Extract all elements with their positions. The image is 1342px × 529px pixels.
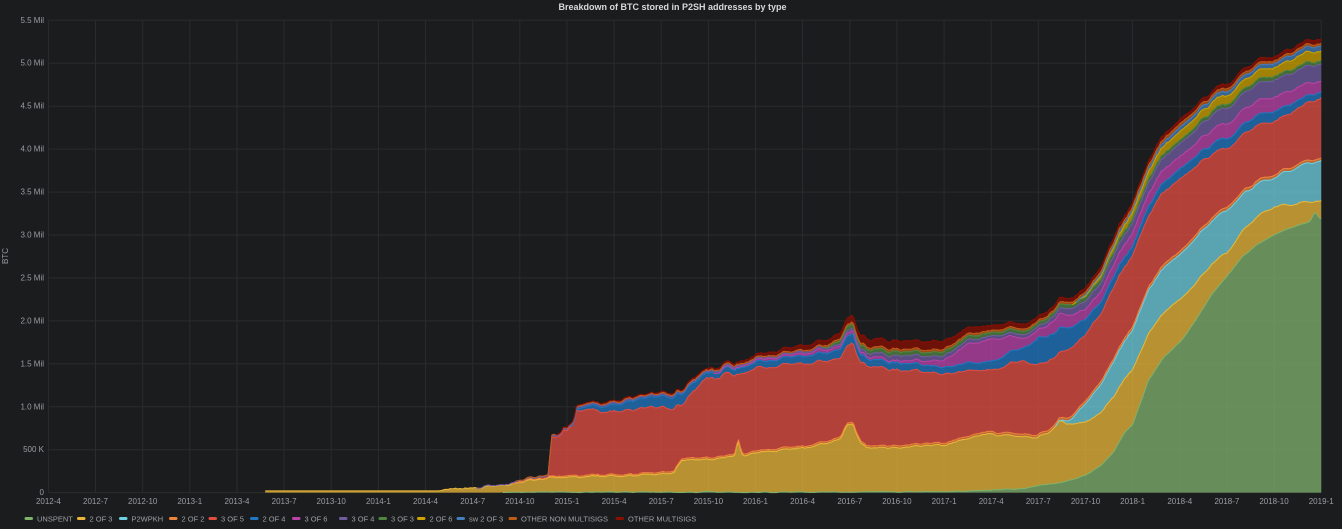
svg-text:3 OF 6: 3 OF 6 — [305, 515, 328, 524]
svg-text:5.5 Mil: 5.5 Mil — [20, 16, 44, 25]
svg-text:3 OF 5: 3 OF 5 — [221, 515, 244, 524]
svg-text:2012-7: 2012-7 — [83, 497, 108, 506]
svg-text:2017-7: 2017-7 — [1026, 497, 1051, 506]
svg-text:2016-7: 2016-7 — [837, 497, 862, 506]
svg-text:2 OF 6: 2 OF 6 — [430, 515, 453, 524]
svg-text:BTC: BTC — [1, 248, 10, 264]
svg-text:2014-7: 2014-7 — [460, 497, 485, 506]
svg-text:2014-4: 2014-4 — [413, 497, 438, 506]
svg-text:2016-4: 2016-4 — [790, 497, 815, 506]
svg-text:OTHER NON MULTISIGS: OTHER NON MULTISIGS — [521, 515, 608, 524]
svg-text:2013-10: 2013-10 — [317, 497, 347, 506]
svg-text:2017-4: 2017-4 — [979, 497, 1004, 506]
svg-text:2013-7: 2013-7 — [272, 497, 297, 506]
svg-text:4.5 Mil: 4.5 Mil — [20, 102, 44, 111]
svg-text:2019-1: 2019-1 — [1309, 497, 1334, 506]
svg-text:2013-4: 2013-4 — [225, 497, 250, 506]
svg-text:2018-1: 2018-1 — [1120, 497, 1145, 506]
svg-text:2 OF 3: 2 OF 3 — [90, 515, 113, 524]
svg-text:2.5 Mil: 2.5 Mil — [20, 273, 44, 282]
svg-text:2013-1: 2013-1 — [177, 497, 202, 506]
svg-text:UNSPENT: UNSPENT — [37, 515, 73, 524]
svg-text:2018-4: 2018-4 — [1167, 497, 1192, 506]
svg-text:3.0 Mil: 3.0 Mil — [20, 231, 44, 240]
svg-text:2015-10: 2015-10 — [694, 497, 724, 506]
svg-text:5.0 Mil: 5.0 Mil — [20, 59, 44, 68]
svg-text:2016-10: 2016-10 — [882, 497, 912, 506]
svg-text:3 OF 4: 3 OF 4 — [352, 515, 375, 524]
svg-text:2017-1: 2017-1 — [932, 497, 957, 506]
svg-text:0: 0 — [40, 488, 45, 497]
svg-text:2 OF 2: 2 OF 2 — [182, 515, 205, 524]
svg-text:1.5 Mil: 1.5 Mil — [20, 359, 44, 368]
svg-text:2014-1: 2014-1 — [366, 497, 391, 506]
svg-text:500 K: 500 K — [23, 445, 45, 454]
svg-text:Breakdown of BTC stored in P2S: Breakdown of BTC stored in P2SH addresse… — [558, 2, 786, 12]
svg-text:2014-10: 2014-10 — [505, 497, 535, 506]
svg-text:4.0 Mil: 4.0 Mil — [20, 145, 44, 154]
svg-text:1.0 Mil: 1.0 Mil — [20, 402, 44, 411]
svg-text:2016-1: 2016-1 — [743, 497, 768, 506]
svg-text:sw 2 OF 3: sw 2 OF 3 — [469, 515, 503, 524]
svg-text:2017-10: 2017-10 — [1071, 497, 1101, 506]
svg-text:2018-10: 2018-10 — [1259, 497, 1289, 506]
svg-text:2012-4: 2012-4 — [36, 497, 61, 506]
svg-text:2015-4: 2015-4 — [602, 497, 627, 506]
svg-text:2018-7: 2018-7 — [1214, 497, 1239, 506]
svg-text:OTHER MULTISIGS: OTHER MULTISIGS — [628, 515, 696, 524]
svg-text:P2WPKH: P2WPKH — [132, 515, 164, 524]
svg-text:2 OF 4: 2 OF 4 — [263, 515, 286, 524]
svg-text:3 OF 3: 3 OF 3 — [391, 515, 414, 524]
svg-text:2015-1: 2015-1 — [554, 497, 579, 506]
svg-text:2015-7: 2015-7 — [649, 497, 674, 506]
svg-text:2012-10: 2012-10 — [128, 497, 158, 506]
svg-text:3.5 Mil: 3.5 Mil — [20, 188, 44, 197]
svg-text:2.0 Mil: 2.0 Mil — [20, 316, 44, 325]
